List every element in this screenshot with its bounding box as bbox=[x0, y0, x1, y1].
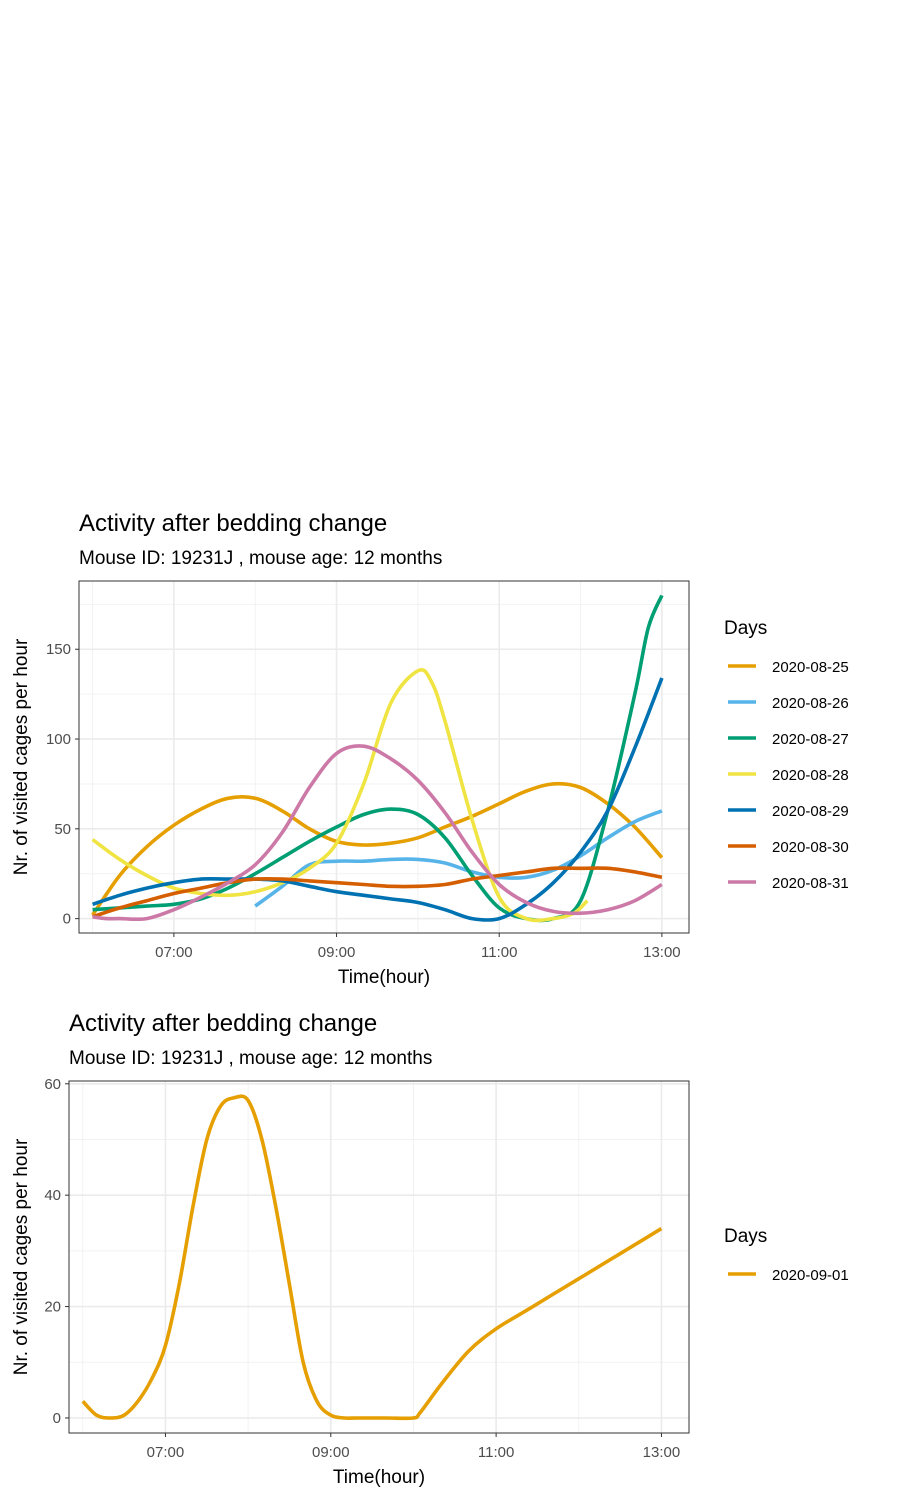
x-tick-label: 13:00 bbox=[643, 944, 681, 961]
legend-item: 2020-08-29 bbox=[728, 803, 849, 820]
series-group bbox=[91, 594, 664, 923]
x-tick-label: 11:00 bbox=[478, 1444, 514, 1461]
plot-border bbox=[78, 580, 690, 934]
y-axis-ticks: 0 50 100 150 bbox=[46, 641, 79, 928]
y-tick-label: 60 bbox=[44, 1076, 61, 1093]
legend-item: 2020-08-31 bbox=[728, 875, 849, 892]
y-tick-label: 0 bbox=[63, 911, 71, 928]
legend-label: 2020-08-31 bbox=[772, 875, 849, 892]
x-tick-label: 11:00 bbox=[481, 944, 517, 961]
chart-1: Activity after bedding change Mouse ID: … bbox=[11, 510, 849, 988]
plot-border bbox=[68, 1080, 690, 1434]
series-line-2020-08-29 bbox=[92, 677, 664, 922]
y-tick-label: 20 bbox=[44, 1299, 61, 1316]
legend-label: 2020-08-28 bbox=[772, 767, 849, 784]
legend-label: 2020-08-27 bbox=[772, 731, 849, 748]
series-line-2020-09-01 bbox=[81, 1094, 663, 1421]
chart-title: Activity after bedding change bbox=[79, 510, 387, 537]
legend-item: 2020-09-01 bbox=[728, 1267, 849, 1284]
legend: 2020-08-25 2020-08-26 2020-08-27 2020-08-28… bbox=[728, 659, 849, 892]
legend-label: 2020-08-29 bbox=[772, 803, 849, 820]
y-axis-label: Nr. of visited cages per hour bbox=[11, 1138, 32, 1375]
x-axis-label: Time(hour) bbox=[333, 1467, 425, 1488]
series-line-2020-08-30 bbox=[92, 866, 663, 919]
x-tick-label: 09:00 bbox=[318, 944, 356, 961]
grid-lines bbox=[79, 581, 689, 933]
x-axis-ticks: 07:00 09:00 11:00 13:00 bbox=[147, 1433, 681, 1461]
legend-item: 2020-08-26 bbox=[728, 695, 849, 712]
legend-label: 2020-08-26 bbox=[772, 695, 849, 712]
series-line-2020-08-31 bbox=[92, 744, 663, 922]
plot-panel bbox=[69, 1081, 689, 1433]
chart-subtitle: Mouse ID: 19231J , mouse age: 12 months bbox=[69, 1048, 432, 1069]
plot-panel bbox=[79, 581, 689, 933]
legend-item: 2020-08-25 bbox=[728, 659, 849, 676]
chart-1-svg: Activity after bedding change Mouse ID: … bbox=[11, 510, 849, 988]
legend-title: Days bbox=[724, 1226, 767, 1247]
x-tick-label: 13:00 bbox=[643, 1444, 681, 1461]
y-tick-label: 50 bbox=[54, 821, 71, 838]
legend-item: 2020-08-30 bbox=[728, 839, 849, 856]
y-tick-label: 0 bbox=[53, 1410, 61, 1427]
legend: 2020-09-01 bbox=[728, 1267, 849, 1284]
x-tick-label: 07:00 bbox=[155, 944, 193, 961]
legend-label: 2020-08-30 bbox=[772, 839, 849, 856]
series-line-2020-08-26 bbox=[254, 809, 663, 908]
y-axis-label: Nr. of visited cages per hour bbox=[11, 638, 32, 875]
series-line-2020-08-25 bbox=[91, 781, 664, 917]
y-tick-label: 150 bbox=[46, 641, 71, 658]
y-tick-label: 100 bbox=[46, 731, 71, 748]
x-tick-label: 07:00 bbox=[147, 1444, 185, 1461]
legend-label: 2020-09-01 bbox=[772, 1267, 849, 1284]
y-axis-ticks: 0 20 40 60 bbox=[44, 1076, 69, 1427]
chart-2-svg: Activity after bedding change Mouse ID: … bbox=[11, 1010, 849, 1488]
x-axis-ticks: 07:00 09:00 11:00 13:00 bbox=[155, 933, 681, 961]
x-tick-label: 09:00 bbox=[312, 1444, 350, 1461]
legend-item: 2020-08-28 bbox=[728, 767, 849, 784]
legend-item: 2020-08-27 bbox=[728, 731, 849, 748]
legend-title: Days bbox=[724, 618, 767, 639]
x-axis-label: Time(hour) bbox=[338, 967, 430, 988]
series-group bbox=[81, 1094, 663, 1421]
y-tick-label: 40 bbox=[44, 1187, 61, 1204]
chart-subtitle: Mouse ID: 19231J , mouse age: 12 months bbox=[79, 548, 442, 569]
chart-2: Activity after bedding change Mouse ID: … bbox=[0, 1000, 900, 1500]
legend-label: 2020-08-25 bbox=[772, 659, 849, 676]
chart-title: Activity after bedding change bbox=[69, 1010, 377, 1037]
